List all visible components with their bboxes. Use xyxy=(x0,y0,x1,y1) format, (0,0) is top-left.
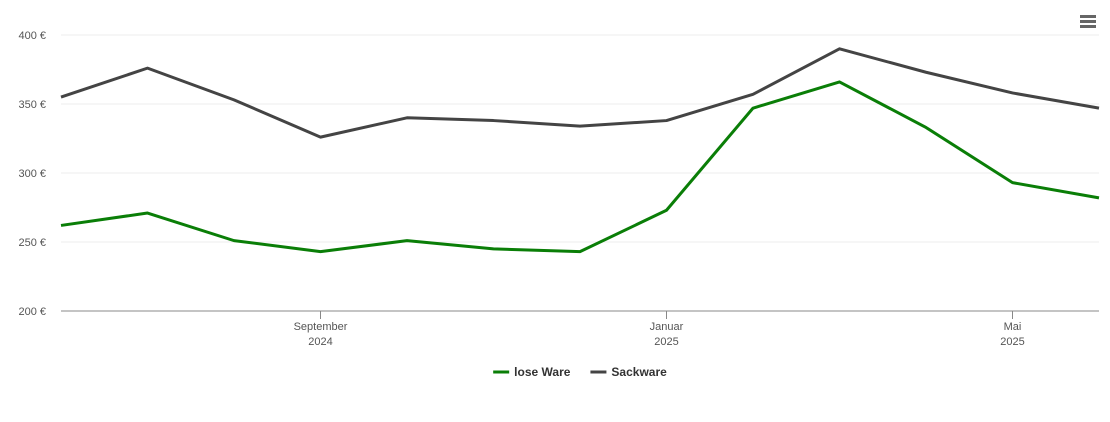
y-tick-label: 300 € xyxy=(18,168,46,180)
x-tick-label-line: 2024 xyxy=(308,336,332,348)
legend-label: lose Ware xyxy=(514,365,571,379)
x-tick-label: Mai 2025 xyxy=(1000,321,1024,348)
x-tick-label-line: Mai xyxy=(1004,321,1022,333)
x-tick-label-line: September xyxy=(294,321,348,333)
x-tick-label-line: 2025 xyxy=(1000,336,1024,348)
y-tick-label: 200 € xyxy=(18,306,46,318)
x-tick-label-line: Januar xyxy=(650,321,684,333)
legend-label: Sackware xyxy=(611,365,667,379)
x-tick-label: September 2024 xyxy=(294,321,348,348)
menu-button[interactable] xyxy=(1078,12,1098,32)
series-line xyxy=(60,47,1100,139)
legend: lose Ware Sackware xyxy=(493,365,667,379)
y-tick-label: 350 € xyxy=(18,99,46,111)
y-tick-label: 400 € xyxy=(18,30,46,42)
x-tick-label-line: 2025 xyxy=(654,336,678,348)
series-line xyxy=(60,80,1100,254)
x-tick-label: Januar 2025 xyxy=(650,321,684,348)
y-tick-label: 250 € xyxy=(18,237,46,249)
